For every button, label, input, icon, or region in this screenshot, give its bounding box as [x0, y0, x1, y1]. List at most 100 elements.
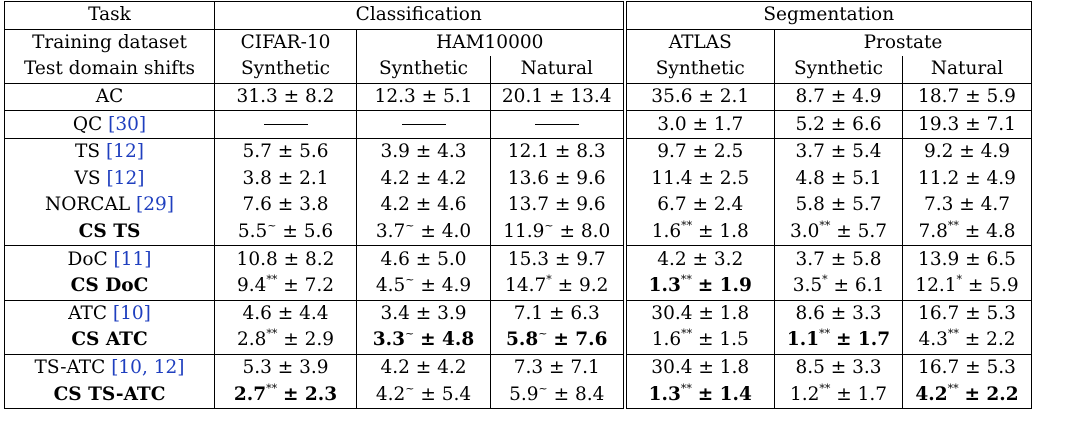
- metric-std: ± 4.8: [964, 221, 1016, 243]
- significance-marker: **: [266, 273, 278, 287]
- citation-link[interactable]: [11]: [113, 248, 152, 270]
- metric-std: ± 4.8: [420, 329, 475, 351]
- value-cell: 13.9 ± 6.5: [902, 245, 1032, 273]
- citation-link[interactable]: [30]: [108, 113, 147, 135]
- value-cell: 31.3 ± 8.2: [214, 82, 357, 111]
- metric-std: ± 7.1: [549, 357, 600, 379]
- metric-value: 12.3: [374, 86, 416, 108]
- value-cell: 13.6 ± 9.6: [490, 165, 625, 193]
- value-cell: 30.4 ± 1.8: [622, 299, 775, 328]
- method-name: DoC: [67, 248, 114, 270]
- metric-std: ± 4.2: [415, 167, 467, 189]
- header-shift: Synthetic: [356, 56, 491, 84]
- value-cell: 4.2 ± 4.6: [356, 192, 491, 219]
- metric-std: ± 4.4: [277, 302, 329, 324]
- header-atlas: ATLAS: [622, 29, 775, 57]
- method-name: CS ATC: [71, 329, 148, 351]
- value-cell: 6.7 ± 2.4: [622, 192, 775, 219]
- method-name: QC: [72, 113, 109, 135]
- value-cell: 9.4** ± 7.2: [214, 272, 357, 301]
- metric-value: 4.6: [242, 302, 272, 324]
- significance-marker: ~: [544, 219, 554, 233]
- value-cell: 16.7 ± 5.3: [902, 299, 1032, 328]
- metric-std: ± 1.4: [697, 383, 752, 405]
- citation-link[interactable]: [10]: [112, 302, 151, 324]
- value-cell: [356, 110, 491, 139]
- header-shift: Synthetic: [774, 56, 903, 84]
- metric-std: ± 1.7: [692, 113, 744, 135]
- metric-value: 3.5: [792, 275, 823, 297]
- metric-value: 4.2: [380, 194, 410, 216]
- value-cell: 1.2** ± 1.7: [774, 381, 903, 409]
- metric-std: ± 4.9: [965, 167, 1016, 189]
- header-training-dataset: Training dataset: [4, 29, 215, 57]
- metric-value: 1.1: [786, 329, 820, 351]
- value-cell: 12.1 ± 8.3: [490, 137, 625, 166]
- metric-std: ± 2.5: [698, 167, 750, 189]
- value-cell: 3.7 ± 5.4: [774, 137, 903, 166]
- significance-marker: **: [819, 219, 831, 233]
- metric-std: ± 4.2: [415, 357, 467, 379]
- value-cell: 2.7** ± 2.3: [214, 381, 357, 409]
- method-name: CS DoC: [70, 275, 149, 297]
- metric-std: ± 4.9: [959, 141, 1011, 163]
- metric-value: 11.4: [651, 167, 693, 189]
- metric-std: ± 9.6: [554, 167, 606, 189]
- metric-std: ± 2.3: [282, 383, 338, 405]
- metric-std: ± 1.7: [836, 383, 888, 405]
- header-classification: Classification: [214, 1, 625, 30]
- citation-link[interactable]: [29]: [135, 194, 174, 216]
- not-applicable-dash: [401, 124, 446, 126]
- significance-marker: ~: [405, 273, 415, 287]
- method-name: TS: [75, 141, 106, 163]
- metric-value: 4.6: [380, 248, 410, 270]
- metric-value: 3.8: [242, 167, 272, 189]
- metric-value: 1.6: [651, 221, 682, 243]
- metric-std: ± 5.1: [421, 86, 473, 108]
- value-cell: 1.3** ± 1.9: [622, 272, 775, 301]
- value-cell: 9.2 ± 4.9: [902, 137, 1032, 166]
- metric-value: 3.0: [789, 221, 820, 243]
- metric-value: 4.8: [795, 167, 825, 189]
- citation-link[interactable]: [10, 12]: [111, 357, 185, 379]
- method-name: CS TS-ATC: [53, 383, 166, 405]
- value-cell: 15.3 ± 9.7: [490, 245, 625, 273]
- value-cell: 14.7* ± 9.2: [490, 272, 625, 301]
- metric-value: 7.6: [242, 194, 272, 216]
- metric-value: 4.2: [915, 383, 948, 405]
- value-cell: 11.9~ ± 8.0: [490, 218, 625, 246]
- metric-value: 16.7: [918, 302, 960, 324]
- header-task: Task: [4, 1, 215, 30]
- method-cell: DoC [11]: [4, 245, 215, 273]
- metric-value: 8.5: [795, 357, 825, 379]
- metric-value: 5.5: [237, 221, 268, 243]
- table-body: Task Classification Segmentation Trainin…: [4, 1, 1032, 409]
- value-cell: 4.2 ± 4.2: [356, 165, 491, 193]
- significance-marker: **: [266, 327, 278, 341]
- metric-std: ± 4.3: [415, 141, 467, 163]
- value-cell: 4.2** ± 2.2: [902, 381, 1032, 409]
- value-cell: 30.4 ± 1.8: [622, 353, 775, 382]
- header-ham: HAM10000: [356, 29, 625, 57]
- value-cell: 5.7 ± 5.6: [214, 137, 357, 166]
- metric-value: 4.2: [380, 167, 410, 189]
- method-cell: QC [30]: [4, 110, 215, 139]
- method-cell: CS TS: [4, 218, 215, 246]
- method-cell: AC: [4, 82, 215, 111]
- metric-std: ± 3.3: [830, 357, 882, 379]
- metric-std: ± 5.4: [830, 141, 882, 163]
- value-cell: 8.6 ± 3.3: [774, 299, 903, 328]
- citation-link[interactable]: [12]: [105, 141, 144, 163]
- value-cell: 4.5~ ± 4.9: [356, 272, 491, 301]
- table-row: TS-ATC [10, 12] 5.3 ± 3.9 4.2 ± 4.2 7.3 ± 7…: [4, 353, 1032, 382]
- metric-std: ± 5.7: [836, 221, 888, 243]
- significance-marker: **: [680, 381, 692, 395]
- value-cell: 1.3** ± 1.4: [622, 381, 775, 409]
- significance-marker: ~: [405, 219, 415, 233]
- significance-marker: *: [956, 273, 963, 287]
- metric-std: ± 2.4: [692, 194, 744, 216]
- value-cell: 10.8 ± 8.2: [214, 245, 357, 273]
- citation-link[interactable]: [12]: [106, 167, 145, 189]
- table-row: DoC [11] 10.8 ± 8.2 4.6 ± 5.0 15.3 ± 9.7 4.2…: [4, 245, 1032, 273]
- value-cell: 4.3** ± 2.2: [902, 327, 1032, 355]
